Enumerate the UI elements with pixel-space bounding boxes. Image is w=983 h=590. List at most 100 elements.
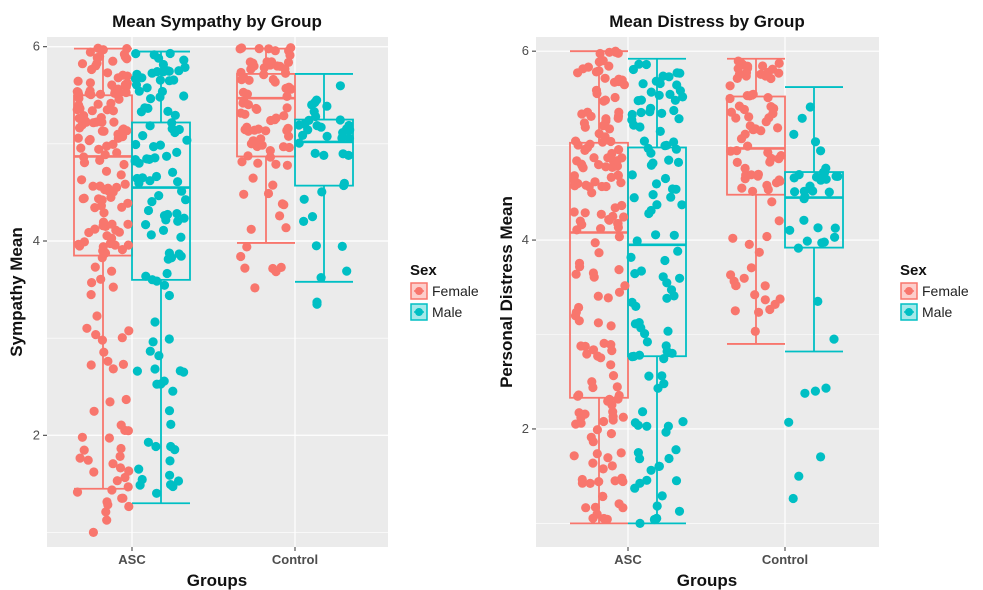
data-point xyxy=(571,307,581,317)
data-point xyxy=(137,73,147,83)
data-point xyxy=(89,406,99,416)
data-point xyxy=(620,281,630,291)
data-point xyxy=(92,53,102,63)
data-point xyxy=(631,301,641,311)
data-point xyxy=(594,248,604,258)
data-point xyxy=(601,162,611,172)
legend-title-right: Sex xyxy=(900,262,927,279)
data-point xyxy=(739,104,750,115)
data-point xyxy=(310,98,320,108)
data-point xyxy=(154,351,164,361)
data-point xyxy=(158,59,168,70)
data-point xyxy=(761,71,771,81)
data-point xyxy=(671,445,681,455)
data-point xyxy=(616,448,626,458)
data-point xyxy=(578,64,588,74)
legend-key-male-right xyxy=(900,303,918,321)
data-point xyxy=(342,266,352,276)
data-point xyxy=(788,493,798,504)
data-point xyxy=(124,326,134,336)
data-point xyxy=(674,506,685,516)
data-point xyxy=(100,185,110,195)
data-point xyxy=(677,200,687,210)
data-point xyxy=(97,335,107,345)
data-point xyxy=(758,61,768,71)
data-point xyxy=(608,415,618,425)
data-point xyxy=(93,99,103,109)
data-point xyxy=(335,81,345,91)
data-point xyxy=(646,87,656,97)
data-point xyxy=(102,141,112,151)
chart-left: Mean Sympathy by Group 2 4 6 ASC Control G… xyxy=(7,12,388,590)
data-point xyxy=(771,178,782,188)
data-point xyxy=(166,253,177,263)
data-point xyxy=(97,126,107,136)
data-point xyxy=(117,333,127,343)
data-point xyxy=(136,107,146,117)
data-point xyxy=(182,135,192,145)
data-point xyxy=(179,91,189,101)
data-point xyxy=(242,89,252,99)
data-point xyxy=(167,118,177,128)
data-point xyxy=(636,266,647,276)
data-point xyxy=(808,186,818,196)
legend-left: Sex Female Male xyxy=(410,262,479,321)
y-tick-label: 2 xyxy=(522,421,529,436)
data-point xyxy=(130,156,140,166)
data-point xyxy=(138,131,148,141)
data-point xyxy=(164,66,174,76)
data-point xyxy=(294,120,304,130)
data-point xyxy=(134,178,144,188)
data-point xyxy=(143,437,153,447)
data-point xyxy=(280,64,290,74)
data-point xyxy=(642,337,653,347)
data-point xyxy=(678,92,688,102)
data-point xyxy=(582,349,592,359)
data-point xyxy=(282,91,292,101)
points-right xyxy=(569,46,843,529)
data-point xyxy=(165,48,175,59)
data-point xyxy=(121,87,131,98)
data-point xyxy=(123,219,133,229)
data-point xyxy=(744,112,754,122)
data-point xyxy=(660,255,670,266)
data-point xyxy=(117,202,127,212)
data-point xyxy=(112,476,122,486)
data-point xyxy=(265,152,275,162)
data-point xyxy=(81,117,91,127)
data-point xyxy=(726,107,737,117)
data-point xyxy=(83,455,93,465)
data-point xyxy=(578,163,588,173)
data-point xyxy=(143,205,154,216)
data-point xyxy=(131,49,141,59)
data-point xyxy=(797,113,807,123)
data-point xyxy=(666,192,676,202)
data-point xyxy=(587,188,597,198)
data-point xyxy=(728,233,738,243)
data-point xyxy=(240,263,250,273)
data-point xyxy=(155,92,165,102)
data-point xyxy=(121,394,131,405)
data-point xyxy=(254,44,264,54)
data-point xyxy=(115,463,126,473)
data-point xyxy=(251,103,261,114)
data-point xyxy=(652,200,662,210)
data-point xyxy=(642,421,652,431)
data-point xyxy=(605,152,615,162)
data-point xyxy=(243,151,253,161)
data-point xyxy=(667,348,677,358)
data-point xyxy=(242,242,252,252)
y-tick-label: 4 xyxy=(522,232,529,247)
data-point xyxy=(118,132,128,142)
data-point xyxy=(664,155,674,165)
data-point xyxy=(77,59,88,69)
data-point xyxy=(108,364,118,374)
data-point xyxy=(580,122,590,132)
data-point xyxy=(571,419,581,429)
data-point xyxy=(754,247,764,257)
data-point xyxy=(316,122,326,132)
data-point xyxy=(618,412,628,422)
data-point xyxy=(96,201,106,211)
data-point xyxy=(115,451,125,461)
data-point xyxy=(794,471,804,481)
